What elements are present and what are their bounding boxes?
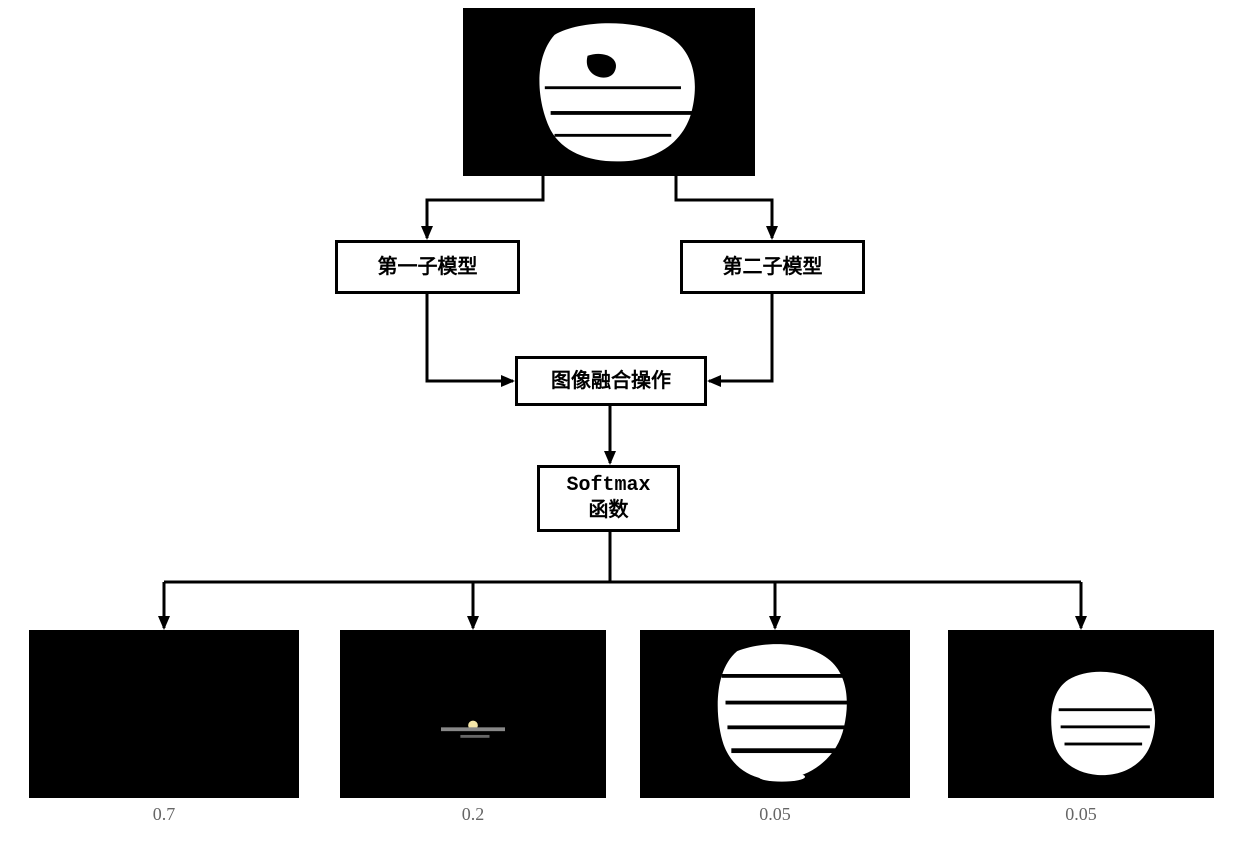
node-fusion: 图像融合操作	[515, 356, 707, 406]
output-label-1: 0.2	[340, 804, 606, 825]
node-model1: 第一子模型	[335, 240, 520, 294]
output-image-3	[948, 630, 1214, 798]
output-image-1	[340, 630, 606, 798]
edge-input-model2	[676, 176, 772, 238]
node-model2: 第二子模型	[680, 240, 865, 294]
node-softmax-label: Softmax 函数	[566, 473, 650, 525]
diagram-canvas: 第一子模型 第二子模型 图像融合操作 Softmax 函数 0.7 0.2	[0, 0, 1240, 859]
node-fusion-label: 图像融合操作	[551, 368, 671, 394]
node-model2-label: 第二子模型	[723, 254, 823, 280]
node-softmax: Softmax 函数	[537, 465, 680, 532]
output-label-3: 0.05	[948, 804, 1214, 825]
output-image-2	[640, 630, 910, 798]
output-label-0: 0.7	[29, 804, 299, 825]
edge-input-model1	[427, 176, 543, 238]
output-image-0	[29, 630, 299, 798]
output-label-2: 0.05	[640, 804, 910, 825]
edge-model2-fusion	[709, 294, 772, 381]
input-image	[463, 8, 755, 176]
edge-model1-fusion	[427, 294, 513, 381]
node-model1-label: 第一子模型	[378, 254, 478, 280]
